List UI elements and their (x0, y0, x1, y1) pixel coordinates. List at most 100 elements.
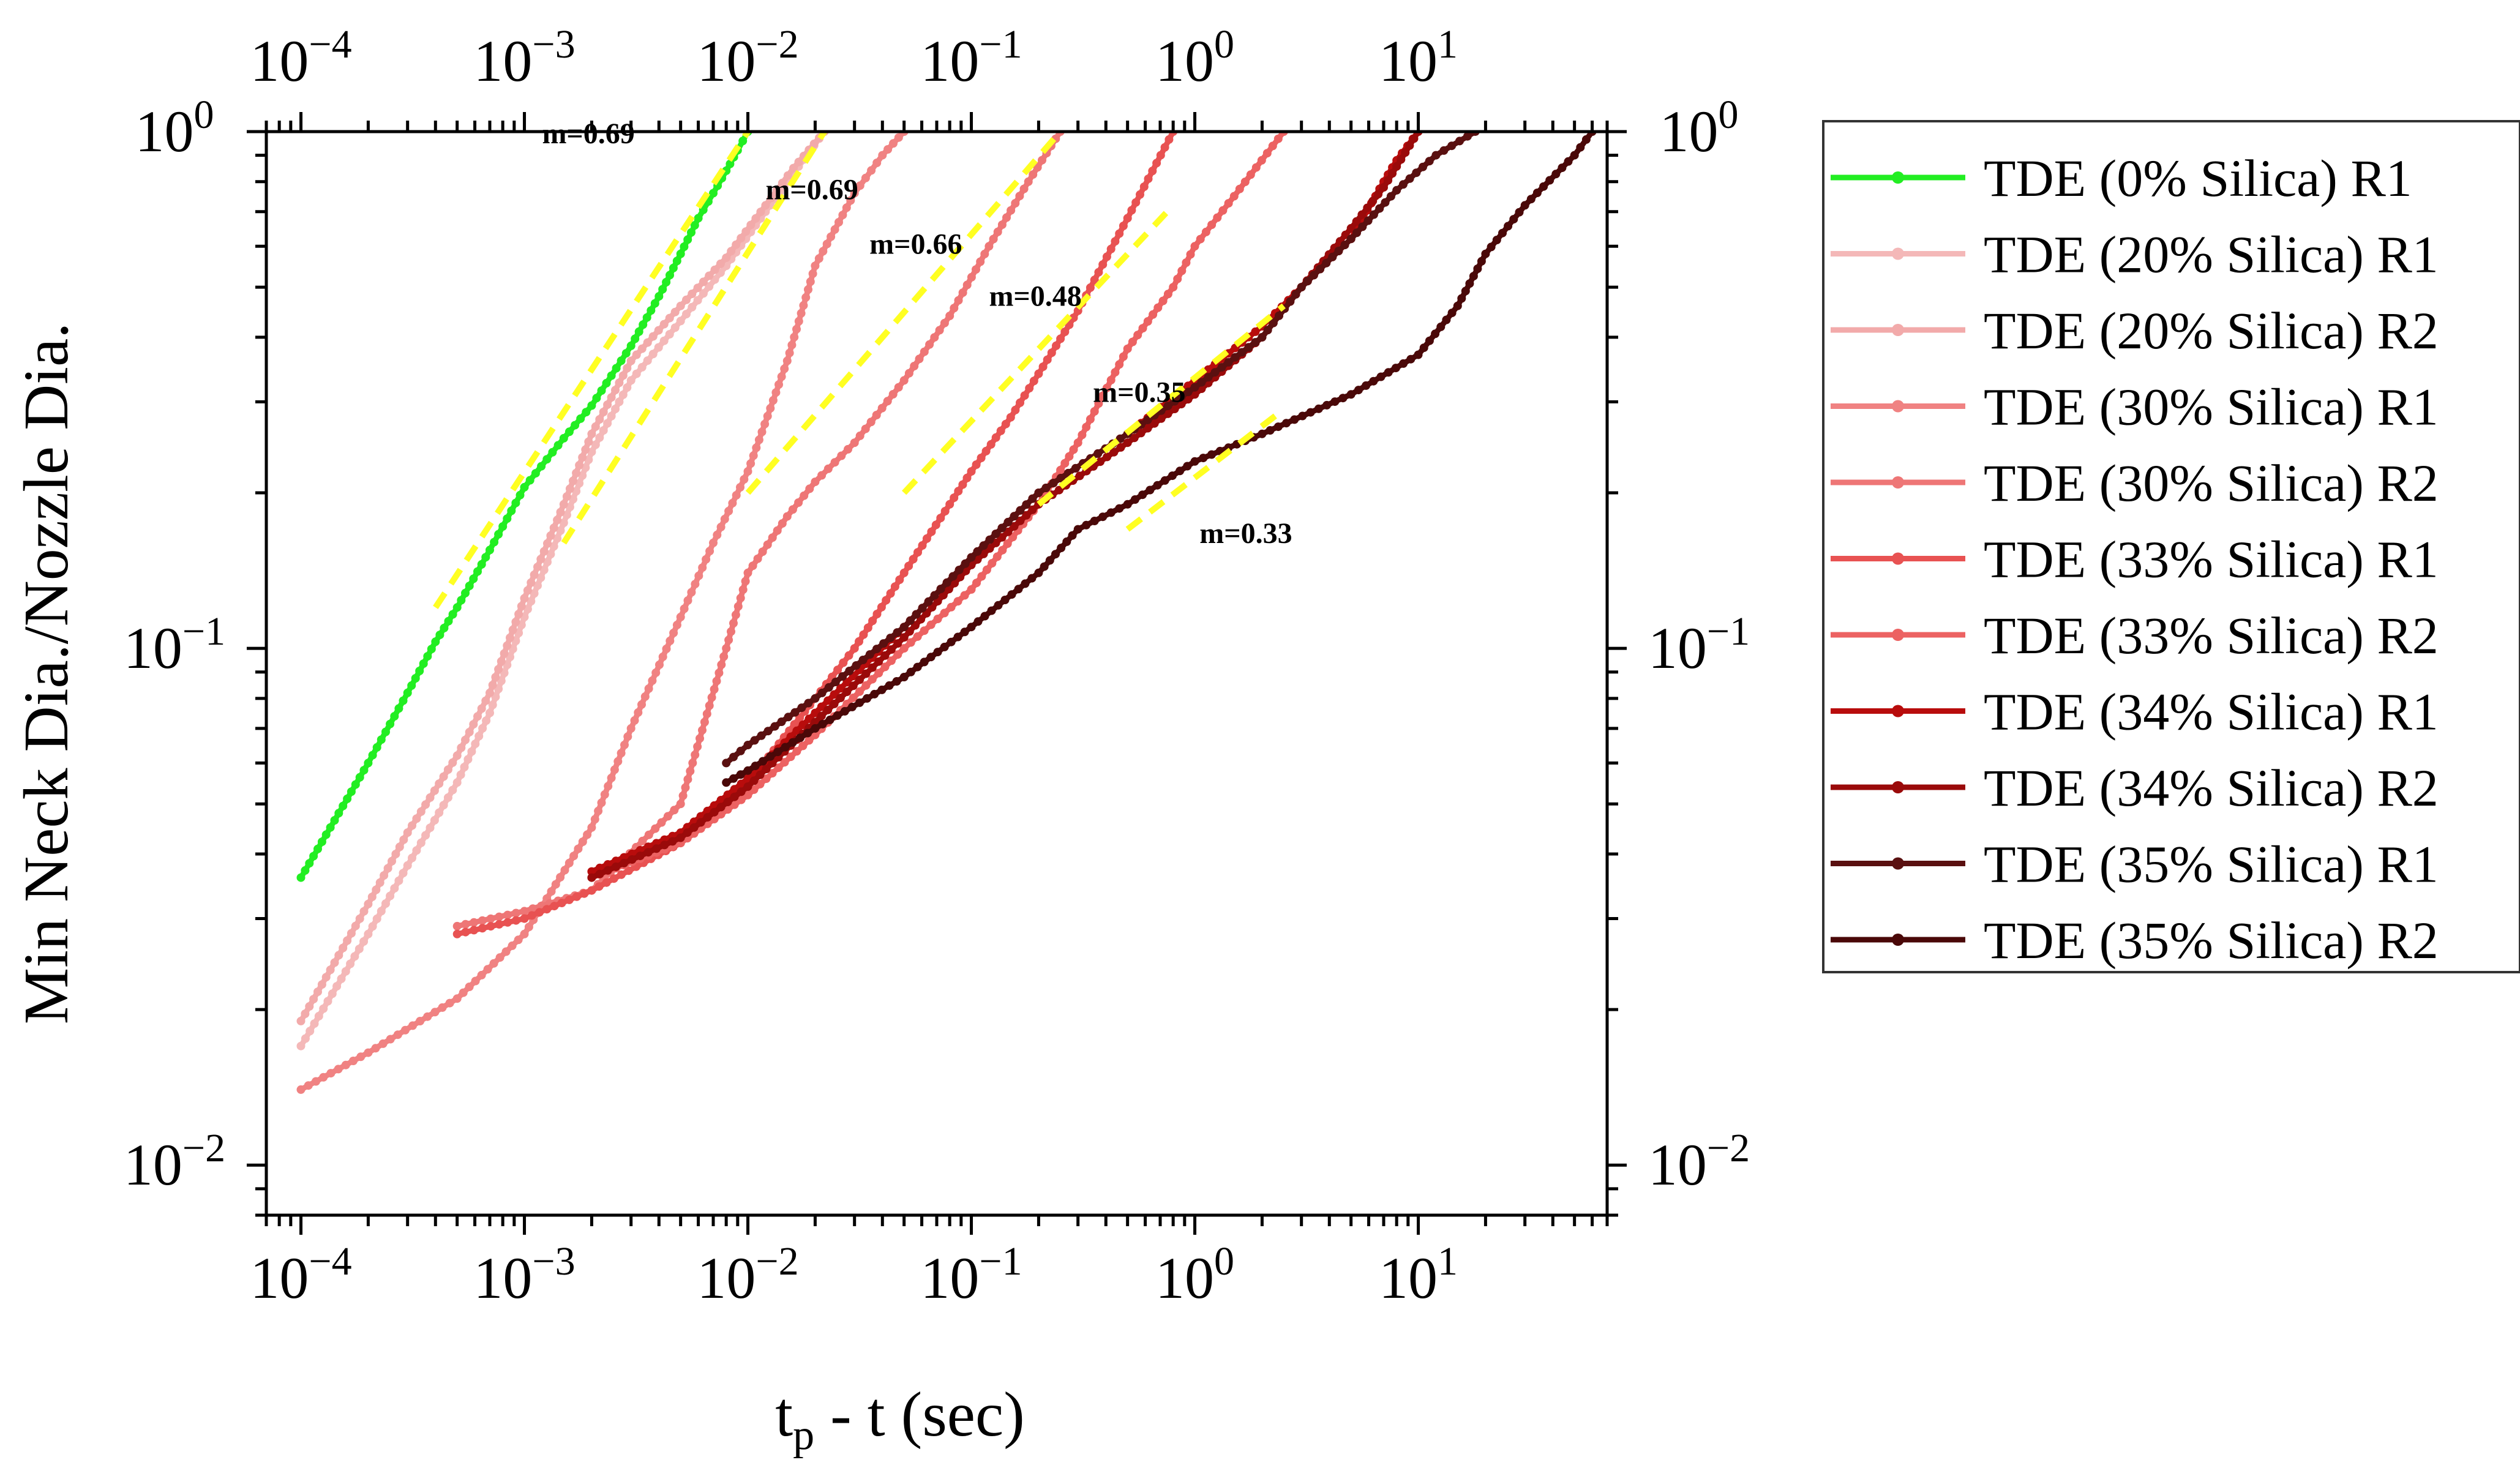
series-point (759, 757, 767, 766)
series-point (830, 225, 839, 234)
series-point (687, 588, 696, 597)
series-point (1024, 177, 1033, 186)
series-point (339, 801, 348, 811)
series-point (1003, 539, 1012, 548)
series-point (672, 257, 681, 266)
series-point (906, 616, 915, 625)
series-point (861, 669, 871, 678)
series-point (693, 742, 702, 751)
series-point (564, 427, 574, 436)
series-point (550, 902, 559, 911)
series-point (600, 790, 609, 799)
series-point (467, 747, 476, 756)
series-point (416, 1017, 425, 1025)
series-point (1002, 213, 1011, 222)
legend-item-0: TDE (0% Silica) R1 (1831, 149, 2412, 208)
series-point (743, 766, 752, 775)
series-point (700, 717, 709, 727)
fit-line-3 (902, 203, 1176, 495)
series-point (482, 716, 491, 725)
series-point (1130, 495, 1139, 504)
series-point (507, 506, 516, 515)
series-point (855, 181, 864, 190)
series-point (486, 914, 495, 923)
x-tick-label: 10−2 (697, 1239, 798, 1311)
series-point (390, 712, 399, 721)
series-point (720, 514, 729, 523)
series-point (341, 1060, 350, 1069)
series-point (1022, 511, 1031, 520)
series-point (757, 731, 766, 740)
series-point (440, 623, 449, 632)
series-point (768, 533, 777, 542)
series-point (737, 795, 746, 804)
series-point (1051, 550, 1060, 559)
series-point (659, 336, 669, 345)
series-point (906, 667, 915, 676)
series-point (525, 476, 534, 485)
series-point (456, 770, 465, 779)
series-point (722, 644, 731, 653)
series-point (1021, 579, 1030, 588)
series-point (478, 924, 487, 933)
series-point (822, 239, 831, 249)
series-4 (452, 132, 1065, 931)
series-point (751, 762, 760, 771)
series-point (403, 861, 412, 870)
series-point (654, 343, 663, 352)
series-point (950, 304, 959, 313)
series-point (1570, 151, 1579, 160)
series-point (1106, 244, 1116, 253)
series-point (377, 907, 386, 916)
series-point (722, 253, 731, 263)
legend-swatch-marker (1892, 781, 1904, 793)
series-point (681, 783, 690, 792)
series-point (748, 561, 757, 571)
series-point (321, 830, 331, 839)
series-point (1237, 348, 1247, 357)
legend-label: TDE (34% Silica) R1 (1984, 683, 2439, 741)
series-point (347, 929, 356, 938)
legend-label: TDE (0% Silica) R1 (1984, 149, 2412, 208)
series-point (495, 953, 504, 962)
series-point (893, 628, 902, 637)
series-point (1461, 286, 1470, 296)
series-point (676, 800, 685, 809)
series-point (1197, 378, 1206, 387)
series-point (722, 778, 731, 787)
series-point (997, 220, 1007, 230)
series-point (591, 440, 600, 449)
series-point (1016, 398, 1024, 407)
series-point (1176, 466, 1185, 476)
series-point (1405, 141, 1414, 150)
series-point (1381, 198, 1390, 207)
series-point (777, 717, 786, 726)
series-point (743, 741, 752, 749)
series-point (511, 916, 520, 925)
series-point (1163, 402, 1172, 411)
series-point (867, 166, 876, 175)
series-point (435, 631, 444, 640)
series-point (1040, 562, 1049, 571)
series-point (1405, 174, 1414, 183)
annotation-layer: m=0.69 m=0.69 m=0.66 m=0.48 m=0.35 m=0.33 (542, 118, 1292, 550)
series-point (954, 487, 963, 496)
series-point (678, 791, 688, 800)
series-point (1164, 135, 1174, 144)
series-point (833, 711, 842, 720)
legend-label: TDE (20% Silica) R1 (1984, 225, 2439, 284)
series-point (931, 520, 940, 530)
series-point (1028, 505, 1037, 514)
series-point (1011, 405, 1020, 414)
series-point (426, 823, 435, 833)
series-point (615, 378, 624, 388)
fit-line-4 (1037, 303, 1286, 507)
series-point (305, 1002, 314, 1011)
series-point (774, 763, 783, 773)
series-point (408, 1021, 417, 1030)
series-point (794, 316, 803, 326)
series-point (950, 493, 959, 503)
series-point (527, 911, 536, 920)
series-point (1357, 210, 1367, 219)
series-point (326, 965, 335, 975)
